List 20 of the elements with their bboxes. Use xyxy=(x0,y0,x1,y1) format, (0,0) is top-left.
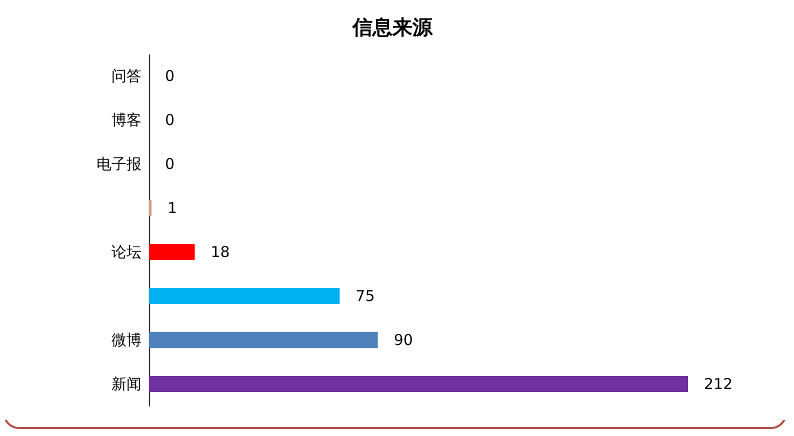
bar xyxy=(149,200,152,216)
chart-title: 信息来源 xyxy=(352,15,434,39)
y-tick-label: 论坛 xyxy=(112,243,142,261)
data-label: 1 xyxy=(168,199,178,217)
data-label: 0 xyxy=(165,111,175,129)
bar xyxy=(149,288,340,304)
data-label: 75 xyxy=(356,287,375,305)
y-tick-label: 新闻 xyxy=(112,375,142,393)
bar xyxy=(149,244,195,260)
y-tick-label: 微博 xyxy=(112,331,142,349)
y-tick-label: 博客 xyxy=(112,111,142,129)
y-tick-label: 问答 xyxy=(112,67,142,85)
bar xyxy=(149,376,688,392)
data-label: 0 xyxy=(165,67,175,85)
data-label: 212 xyxy=(704,375,733,393)
bar xyxy=(149,332,378,348)
data-label: 90 xyxy=(394,331,413,349)
data-label: 0 xyxy=(165,155,175,173)
data-label: 18 xyxy=(210,243,230,261)
y-tick-label: 电子报 xyxy=(96,155,142,173)
